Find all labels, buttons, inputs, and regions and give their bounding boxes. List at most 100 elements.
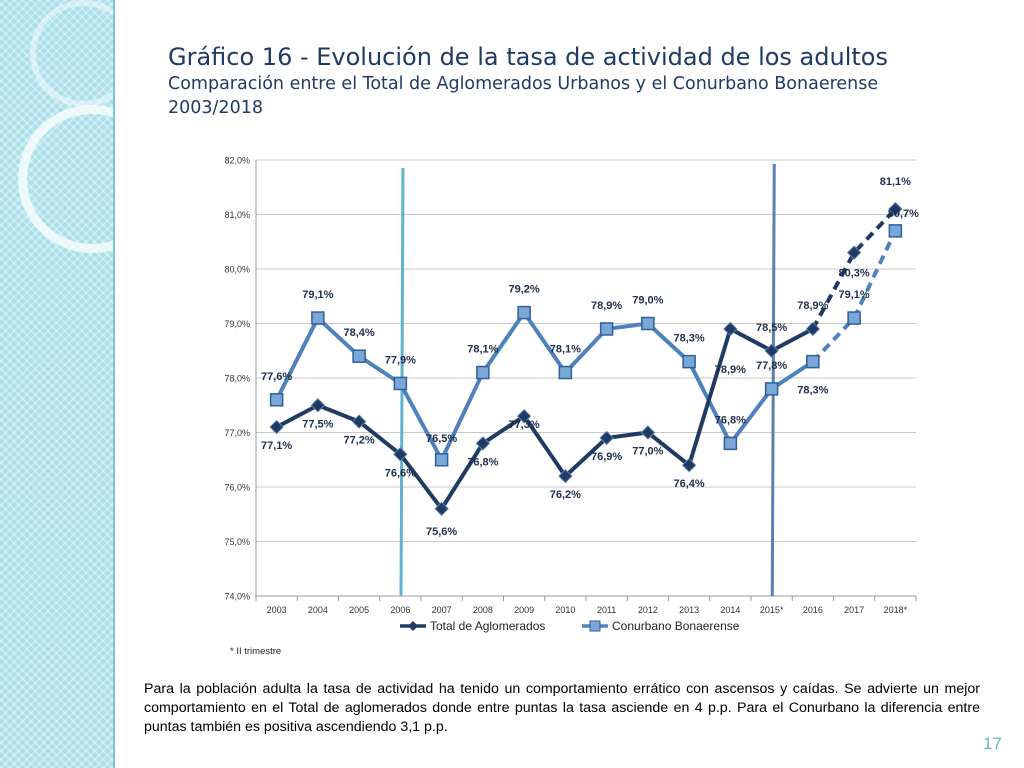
data-label: 78,3% — [674, 333, 705, 345]
data-label: 80,7% — [888, 208, 919, 220]
data-point — [311, 311, 325, 325]
data-point — [888, 224, 903, 238]
y-tick-label: 77,0% — [224, 428, 250, 438]
y-tick-label: 79,0% — [224, 319, 250, 329]
data-label: 77,3% — [509, 419, 540, 431]
data-point — [806, 354, 820, 369]
data-label: 78,1% — [550, 344, 581, 356]
data-label: 77,1% — [261, 440, 292, 452]
data-label: 79,0% — [632, 295, 663, 307]
data-label: 79,2% — [509, 284, 540, 296]
series-line — [274, 310, 814, 462]
data-point — [682, 354, 696, 369]
data-label: 76,8% — [715, 414, 746, 426]
x-tick-label: 2018* — [884, 605, 908, 615]
decorative-side-band — [0, 0, 166, 768]
x-tick-label: 2003 — [267, 605, 287, 615]
x-tick-label: 2005 — [349, 605, 369, 615]
x-tick-label: 2004 — [308, 605, 328, 615]
series-line — [275, 326, 814, 511]
y-tick-label: 81,0% — [224, 210, 250, 220]
data-label: 78,3% — [797, 385, 828, 397]
data-label: 77,2% — [344, 435, 375, 447]
data-label: 76,6% — [385, 467, 416, 479]
data-label: 77,5% — [302, 418, 333, 430]
data-label: 77,8% — [756, 360, 787, 372]
y-tick-label: 80,0% — [224, 265, 250, 275]
data-label: 78,5% — [756, 322, 787, 334]
chart-footnote: * II trimestre — [230, 646, 281, 657]
chart-canvas: 74,0% 75,0% 76,0% 77,0% 78,0% 79,0% 80,0% 81,0%… — [224, 156, 919, 658]
data-point — [351, 414, 367, 429]
data-label: 78,9% — [797, 300, 828, 312]
slide-period: 2003/2018 — [168, 98, 263, 118]
y-tick-label: 75,0% — [224, 537, 250, 547]
x-tick-label: 2011 — [597, 605, 616, 615]
line-chart: 74,0% 75,0% 76,0% 77,0% 78,0% 79,0% 80,0% 81,0%… — [200, 150, 950, 660]
data-label: 81,1% — [880, 176, 911, 188]
data-point — [310, 398, 326, 413]
data-point — [476, 365, 490, 380]
data-point — [723, 321, 738, 337]
x-tick-label: 2017 — [844, 605, 864, 615]
data-point — [764, 382, 779, 396]
data-label: 78,4% — [344, 327, 375, 339]
data-point — [475, 436, 491, 451]
x-tick-label: 2006 — [390, 605, 410, 615]
y-tick-label: 82,0% — [224, 156, 250, 166]
page-number: 17 — [983, 734, 1002, 753]
slide-title: Gráfico 16 - Evolución de la tasa de act… — [168, 43, 888, 71]
reference-line-2016 — [770, 163, 776, 597]
data-label: 78,1% — [467, 344, 498, 356]
data-point — [764, 343, 779, 358]
data-point — [805, 321, 821, 337]
y-tick-label: 78,0% — [224, 374, 250, 384]
decorative-ring — [18, 105, 166, 253]
data-point — [641, 316, 655, 331]
legend-marker-total — [408, 621, 418, 631]
y-tick-label: 74,0% — [224, 592, 250, 602]
data-label: 78,9% — [715, 364, 746, 376]
data-point — [393, 376, 408, 391]
series-line-dashed — [811, 207, 897, 330]
data-label: 77,9% — [385, 354, 416, 366]
x-tick-label: 2009 — [514, 605, 534, 615]
data-point — [434, 501, 449, 517]
data-point — [723, 436, 738, 451]
data-label: 76,9% — [591, 451, 622, 463]
data-point — [558, 468, 573, 484]
data-label: 77,6% — [261, 371, 292, 383]
x-tick-label: 2012 — [638, 605, 658, 615]
data-point — [599, 322, 614, 336]
x-tick-label: 2015* — [760, 605, 784, 615]
data-point — [517, 305, 531, 320]
legend-marker-conurbano — [589, 620, 601, 632]
data-point — [558, 365, 573, 380]
x-tick-label: 2014 — [720, 605, 740, 615]
data-point — [847, 311, 861, 325]
data-point — [434, 453, 449, 467]
data-point — [681, 457, 697, 473]
x-tick-label: 2007 — [432, 605, 452, 615]
data-point — [516, 408, 532, 424]
slide-subtitle: Comparación entre el Total de Aglomerado… — [168, 74, 879, 94]
data-point — [640, 425, 656, 440]
data-point — [393, 447, 408, 462]
data-point — [269, 419, 284, 435]
y-tick-label: 76,0% — [224, 483, 250, 493]
data-label: 79,1% — [839, 289, 870, 301]
data-point — [352, 349, 366, 363]
data-label: 77,0% — [632, 446, 663, 458]
data-label: 76,5% — [426, 433, 457, 445]
data-label: 79,1% — [302, 289, 333, 301]
x-tick-label: 2008 — [473, 605, 493, 615]
data-label: 78,9% — [591, 300, 622, 312]
analysis-paragraph: Para la población adulta la tasa de acti… — [144, 681, 980, 735]
data-label: 75,6% — [426, 526, 457, 538]
x-tick-label: 2016 — [803, 605, 823, 615]
x-tick-label: 2010 — [555, 605, 575, 615]
data-label: 80,3% — [839, 268, 870, 280]
decorative-ring — [30, 0, 137, 107]
data-point — [269, 393, 284, 407]
legend-label-total: Total de Aglomerados — [430, 619, 545, 633]
